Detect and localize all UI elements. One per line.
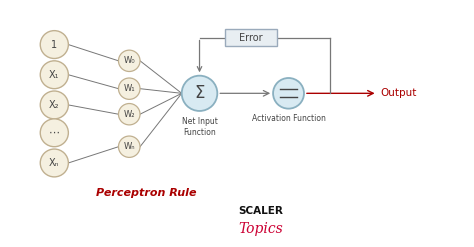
Text: Xₙ: Xₙ: [49, 158, 60, 168]
Text: Wₙ: Wₙ: [123, 142, 135, 151]
Text: W₀: W₀: [123, 56, 135, 65]
Circle shape: [40, 149, 68, 177]
Text: SCALER: SCALER: [238, 206, 283, 216]
Circle shape: [40, 31, 68, 59]
Circle shape: [118, 136, 140, 157]
FancyBboxPatch shape: [225, 29, 277, 46]
Circle shape: [273, 78, 304, 109]
Text: W₁: W₁: [123, 84, 135, 93]
Circle shape: [40, 91, 68, 119]
Circle shape: [118, 78, 140, 99]
Circle shape: [182, 76, 217, 111]
Text: ⋯: ⋯: [49, 128, 60, 138]
Text: X₂: X₂: [49, 100, 60, 110]
Circle shape: [40, 119, 68, 147]
Text: Activation Function: Activation Function: [252, 114, 326, 123]
Circle shape: [118, 103, 140, 125]
Text: Topics: Topics: [238, 222, 283, 236]
Text: X₁: X₁: [49, 70, 60, 80]
Text: Perceptron Rule: Perceptron Rule: [97, 188, 197, 198]
Text: Net Input
Function: Net Input Function: [182, 117, 218, 137]
Circle shape: [118, 50, 140, 71]
Text: W₂: W₂: [124, 110, 135, 119]
Text: $\Sigma$: $\Sigma$: [194, 84, 205, 102]
Text: Error: Error: [239, 33, 263, 42]
Circle shape: [40, 61, 68, 89]
Text: Output: Output: [380, 88, 416, 98]
Text: 1: 1: [51, 40, 57, 50]
